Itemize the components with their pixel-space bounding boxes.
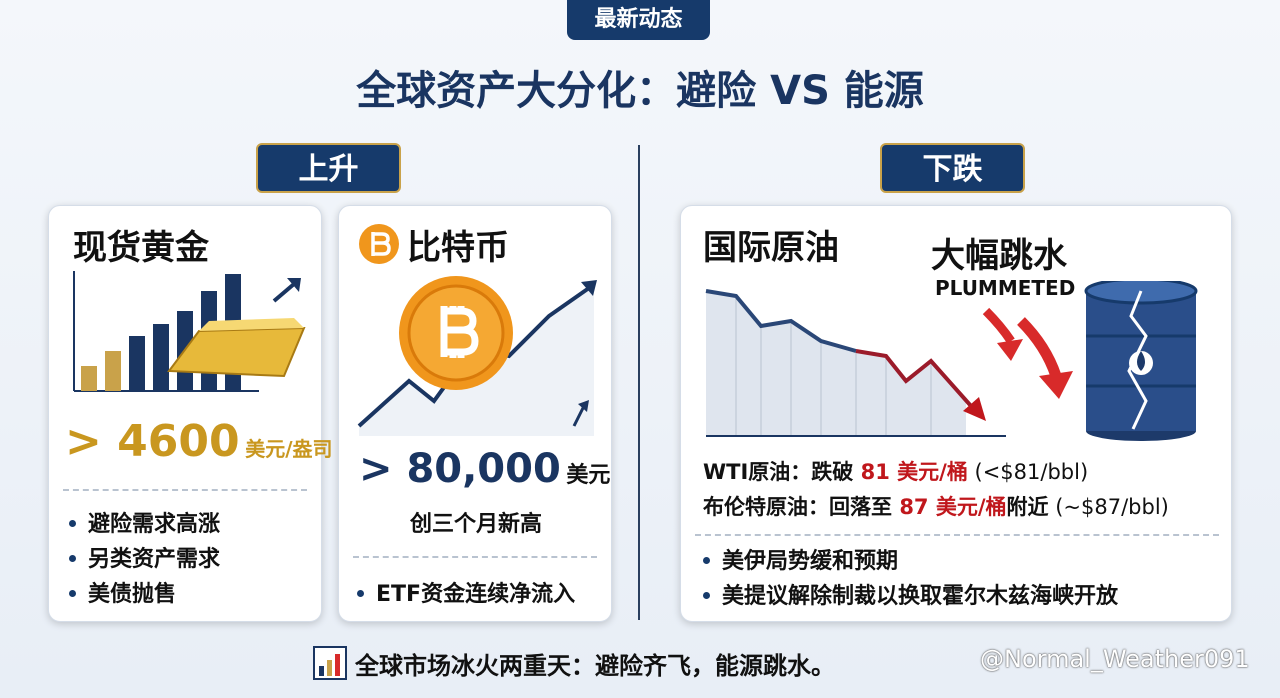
rising-tab: 上升 — [256, 143, 401, 193]
divider — [638, 145, 640, 620]
bullet: 避险需求高涨 — [69, 506, 220, 538]
bitcoin-unit: 美元 — [566, 463, 611, 488]
oil-line: 布伦特原油：回落至 87 美元/桶附近 (~$87/bbl) — [703, 491, 1169, 521]
bullet: 美提议解除制裁以换取霍尔木兹海峡开放 — [703, 578, 1118, 610]
bitcoin-value: > 80,000 — [359, 446, 561, 492]
oil-card: 国际原油 大幅跳水 PLUMMETED WTI原油：跌破 81 美元/桶 (<$… — [680, 205, 1232, 622]
bitcoin-chart — [357, 276, 597, 436]
watermark: @Normal_Weather091 — [980, 645, 1250, 673]
bitcoin-note: 创三个月新高 — [409, 512, 542, 537]
oil-price: 81 美元/桶 — [860, 460, 968, 484]
oil-text: WTI原油：跌破 — [703, 460, 861, 484]
footer-summary: 全球市场冰火两重天：避险齐飞，能源跳水。 — [355, 652, 835, 680]
oil-price: 87 美元/桶 — [899, 495, 1007, 519]
gold-icon — [73, 271, 306, 392]
separator — [353, 556, 597, 558]
oil-text: 布伦特原油：回落至 — [703, 495, 900, 519]
oil-text-en: (<$81/bbl) — [967, 460, 1089, 484]
bullet: 美伊局势缓和预期 — [703, 543, 898, 575]
oil-text: 附近 — [1006, 495, 1049, 519]
callout-en: PLUMMETED — [935, 276, 1076, 300]
bullet: 另类资产需求 — [69, 541, 220, 573]
footer-icon — [313, 646, 347, 680]
card-title: 国际原油 — [703, 228, 839, 268]
oil-line: WTI原油：跌破 81 美元/桶 (<$81/bbl) — [703, 456, 1088, 486]
gold-value: > 4600 — [65, 416, 240, 467]
gold-unit: 美元/盎司 — [245, 437, 333, 461]
callout: 大幅跳水 — [931, 236, 1067, 276]
card-title: 现货黄金 — [73, 228, 209, 268]
card-title: 比特币 — [407, 228, 509, 268]
bullet: 美债抛售 — [69, 576, 176, 608]
separator — [63, 489, 307, 491]
bitcoin-card: 比特币 > 80,000 美元 创三个月新高 ETF资金连续净流入 — [338, 205, 612, 622]
page-title: 全球资产大分化：避险 VS 能源 — [356, 68, 924, 114]
oil-text-en: (~$87/bbl) — [1048, 495, 1169, 519]
oil-chart — [705, 281, 1198, 441]
bullet: ETF资金连续净流入 — [357, 576, 575, 608]
falling-tab: 下跌 — [880, 143, 1025, 193]
badge: 最新动态 — [567, 0, 710, 40]
bitcoin-small-icon — [359, 224, 399, 264]
gold-card: 现货黄金 > 4600 美元/盎司 避险需求高涨 另类资产需求 美债抛售 — [48, 205, 333, 622]
separator — [695, 534, 1219, 536]
